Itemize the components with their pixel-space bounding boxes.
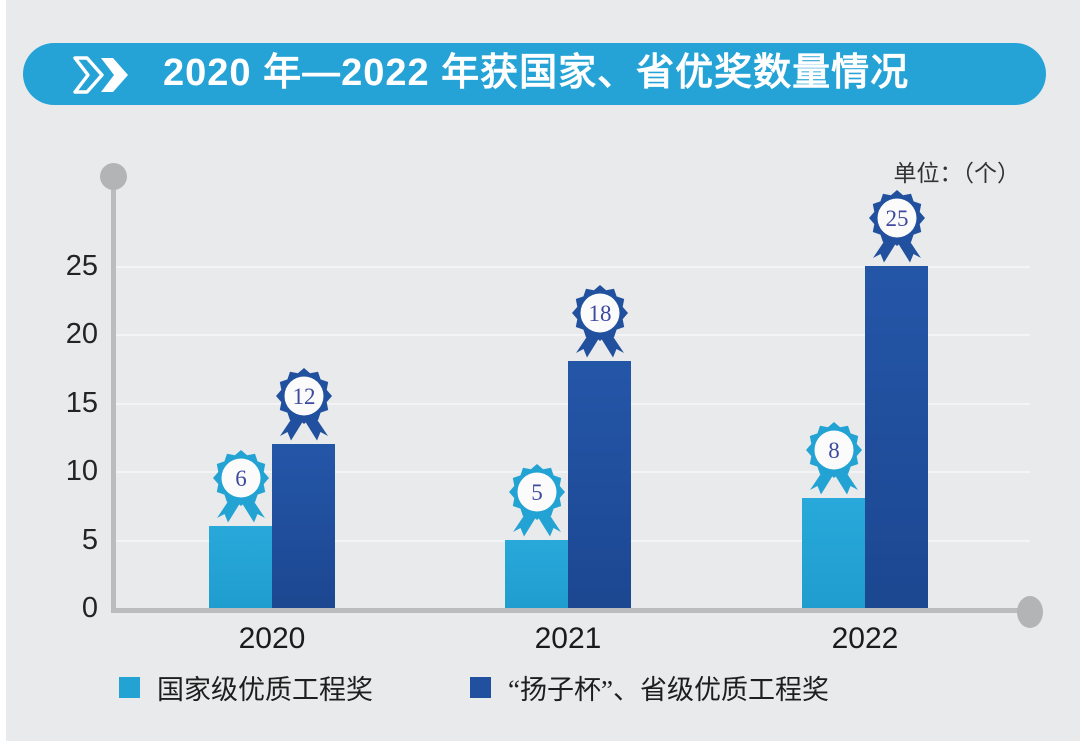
x-tick-label-2020: 2020	[238, 622, 306, 655]
y-tick-label-5: 5	[81, 523, 98, 556]
svg-text:12: 12	[292, 384, 315, 409]
x-tick-label-2022: 2022	[831, 622, 899, 655]
y-tick-label-25: 25	[65, 249, 98, 282]
y-tick-label-10: 10	[65, 455, 98, 487]
award-badge-2022-series0: 8	[794, 420, 874, 500]
legend-label-national: 国家级优质工程奖	[157, 675, 373, 705]
x-axis-cap-ellipse	[1017, 596, 1043, 628]
x-tick-label-2021: 2021	[534, 622, 602, 655]
y-tick-label-0: 0	[81, 592, 98, 624]
y-axis-line	[111, 176, 116, 613]
rosette-ribbon-icon: 6	[212, 449, 269, 523]
y-tick-label-15: 15	[65, 386, 98, 419]
legend-swatch-light-blue	[119, 677, 140, 698]
legend-swatch-dark-blue	[470, 677, 491, 698]
award-badge-2021-series0: 5	[497, 462, 577, 542]
svg-text:6: 6	[235, 466, 247, 491]
award-badge-2020-series1: 12	[264, 366, 344, 446]
award-badge-2021-series1: 18	[560, 283, 640, 363]
legend-item-national: 国家级优质工程奖	[119, 668, 373, 707]
bar-2021-series0	[505, 539, 568, 608]
rosette-ribbon-icon: 5	[508, 463, 565, 536]
rosette-ribbon-icon: 25	[868, 189, 925, 262]
rosette-ribbon-icon: 12	[275, 367, 332, 441]
award-badge-2022-series1: 25	[857, 188, 937, 268]
bar-2020-series0	[209, 525, 272, 608]
page-title: 2020 年—2022 年获国家、省优奖数量情况	[163, 52, 910, 94]
double-chevron-icon	[73, 56, 128, 94]
chart-legend: 国家级优质工程奖 “扬子杯”、省级优质工程奖	[0, 668, 1080, 705]
svg-text:8: 8	[828, 438, 840, 463]
unit-label: 单位：（个）	[893, 161, 1021, 186]
svg-text:25: 25	[885, 206, 908, 231]
gridline-25	[116, 265, 1030, 268]
legend-item-provincial: “扬子杯”、省级优质工程奖	[470, 668, 829, 707]
bar-2021-series1	[568, 361, 631, 608]
bar-2022-series1	[865, 265, 928, 608]
rosette-ribbon-icon: 8	[805, 422, 862, 495]
bar-2020-series1	[272, 443, 335, 608]
bar-2022-series0	[802, 498, 865, 608]
legend-label-provincial: “扬子杯”、省级优质工程奖	[508, 675, 829, 705]
y-axis-cap-circle	[100, 163, 127, 190]
rosette-ribbon-icon: 18	[571, 285, 628, 358]
award-badge-2020-series0: 6	[201, 448, 281, 528]
y-tick-label-20: 20	[65, 318, 98, 350]
x-axis-line	[111, 608, 1030, 613]
svg-text:18: 18	[588, 301, 611, 326]
svg-text:5: 5	[531, 480, 543, 505]
title-banner: 2020 年—2022 年获国家、省优奖数量情况	[23, 43, 1046, 105]
gridline-20	[116, 334, 1030, 336]
